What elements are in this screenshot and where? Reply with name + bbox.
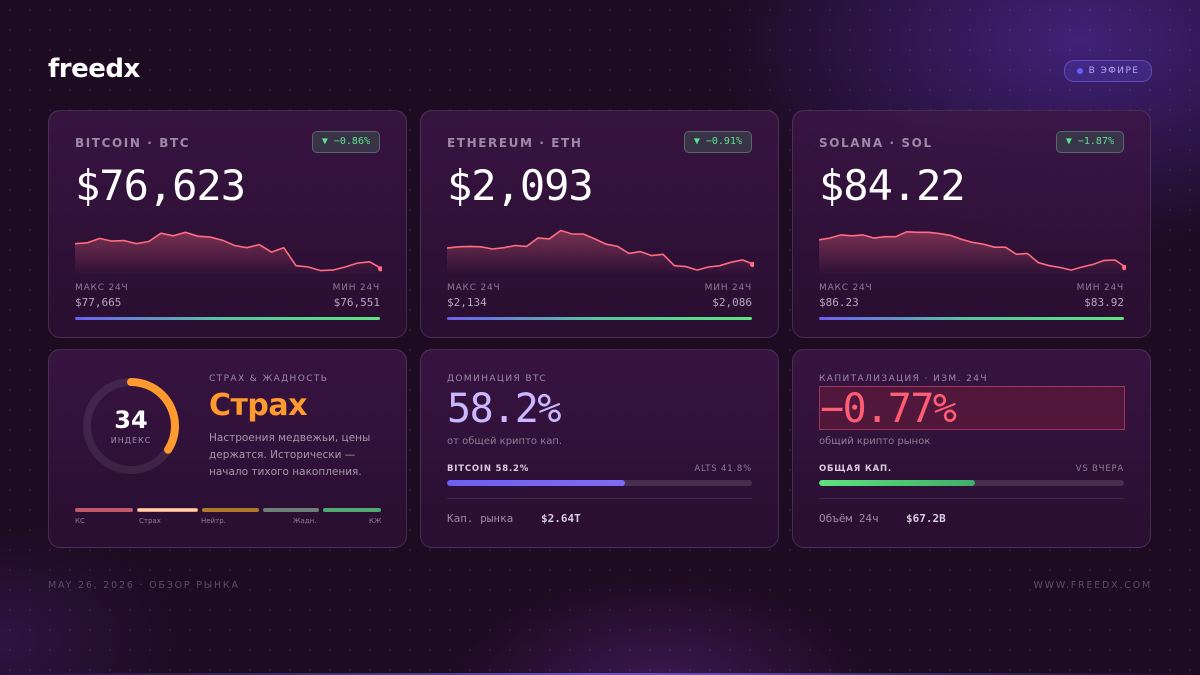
scale-label: КС — [75, 517, 85, 525]
coin-price: $84.22 — [819, 161, 966, 210]
coin-price: $2,093 — [447, 161, 594, 210]
market-cap-value: $2.64T — [541, 512, 581, 525]
fear-greed-description: Настроения медвежьи, цены держатся. Исто… — [209, 432, 371, 478]
capitalization-bar-fill — [819, 480, 975, 486]
bitcoin-share-label: BITCOIN 58.2% — [447, 464, 530, 474]
sparkline-area — [447, 230, 754, 275]
dominance-title: ДОМИНАЦИЯ BTC — [447, 374, 547, 384]
change-badge: ▼ −0.86% — [311, 131, 380, 153]
total-cap-label: ОБЩАЯ КАП. — [819, 464, 892, 474]
change-badge: ▼ −0.91% — [683, 131, 752, 153]
dominance-value: 58.2% — [447, 386, 561, 432]
dominance-subtitle: от общей крипто кап. — [447, 436, 563, 447]
footer-date: MAY 26, 2026 · ОБЗОР РЫНКА — [48, 580, 240, 591]
scale-segment-fear — [137, 508, 198, 512]
live-dot-icon — [1076, 68, 1083, 74]
live-indicator: В ЭФИРЕ — [1064, 60, 1152, 82]
fear-greed-title: СТРАХ & ЖАДНОСТЬ — [209, 374, 329, 384]
range-bar — [819, 317, 1124, 320]
sparkline-end-dot — [1121, 264, 1126, 271]
footer-website[interactable]: WWW.FREEDX.COM — [1033, 580, 1152, 591]
scale-label: Нейтр. — [201, 517, 226, 525]
low-24h-label: МИН 24Ч — [332, 283, 380, 293]
fear-greed-value: 34 — [114, 406, 148, 434]
high-24h-label: МАКС 24Ч — [447, 283, 501, 293]
low-24h-label: МИН 24Ч — [704, 283, 752, 293]
low-24h-value: $2,086 — [712, 296, 752, 309]
divider — [819, 498, 1124, 499]
dominance-bar-fill — [447, 480, 625, 486]
capitalization-bar — [819, 480, 1124, 486]
low-24h-value: $76,551 — [333, 296, 380, 309]
alts-share-label: ALTS 41.8% — [694, 464, 752, 474]
divider — [447, 498, 752, 499]
scale-label: КЖ — [369, 517, 382, 525]
bottom-accent-line — [0, 673, 1200, 675]
sparkline-line — [75, 231, 382, 272]
sparkline-line — [819, 230, 1126, 271]
coin-name: ETHEREUM · ETH — [447, 136, 583, 150]
scale-label: Страх — [139, 517, 161, 525]
brand-logo[interactable]: freedx — [48, 54, 140, 84]
sparkline-chart — [75, 231, 382, 275]
fear-greed-gauge — [83, 378, 179, 474]
scale-segment-extreme-fear — [75, 508, 133, 512]
high-24h-value: $86.23 — [819, 296, 859, 309]
high-24h-label: МАКС 24Ч — [75, 283, 129, 293]
market-cap-label: Кап. рынка — [447, 512, 514, 525]
scale-segment-neutral — [202, 508, 259, 512]
high-24h-value: $77,665 — [75, 296, 122, 309]
scale-segment-greed — [263, 508, 319, 512]
volume-24h-value: $67.2B — [906, 512, 946, 525]
coin-card-eth[interactable]: ETHEREUM · ETH ▼ −0.91% $2,093 МАКС 24Ч … — [420, 110, 779, 338]
dominance-bar — [447, 480, 752, 486]
high-24h-label: МАКС 24Ч — [819, 283, 873, 293]
range-bar — [75, 317, 380, 320]
capitalization-change-value: −0.77% — [820, 386, 957, 432]
coin-card-btc[interactable]: BITCOIN · BTC ▼ −0.86% $76,623 МАКС 24Ч … — [48, 110, 407, 338]
coin-card-sol[interactable]: SOLANA · SOL ▼ −1.87% $84.22 МАКС 24Ч МИ… — [792, 110, 1151, 338]
coin-name: SOLANA · SOL — [819, 136, 933, 150]
vs-yesterday-label: VS ВЧЕРА — [1075, 464, 1124, 474]
low-24h-value: $83.92 — [1084, 296, 1124, 309]
fear-greed-card[interactable]: 34 ИНДЕКС СТРАХ & ЖАДНОСТЬ Страх Настрое… — [48, 349, 407, 548]
volume-24h-label: Объём 24ч — [819, 512, 879, 525]
capitalization-card[interactable]: КАПИТАЛИЗАЦИЯ · ИЗМ. 24Ч −0.77% общий кр… — [792, 349, 1151, 548]
coin-price: $76,623 — [75, 161, 246, 210]
sparkline-end-dot — [749, 261, 754, 267]
capitalization-subtitle: общий крипто рынок — [819, 436, 931, 447]
btc-dominance-card[interactable]: ДОМИНАЦИЯ BTC 58.2% от общей крипто кап.… — [420, 349, 779, 548]
gauge-arc — [83, 378, 179, 474]
sparkline-chart — [819, 230, 1126, 275]
fear-greed-status: Страх — [209, 388, 307, 423]
index-label: ИНДЕКС — [110, 436, 152, 445]
capitalization-change-box: −0.77% — [819, 386, 1125, 432]
high-24h-value: $2,134 — [447, 296, 487, 309]
scale-segment-extreme-greed — [323, 508, 381, 512]
sparkline-line — [447, 229, 754, 271]
sparkline-end-dot — [377, 266, 382, 272]
change-badge: ▼ −1.87% — [1055, 131, 1124, 153]
live-label: В ЭФИРЕ — [1088, 66, 1140, 76]
coin-name: BITCOIN · BTC — [75, 136, 191, 150]
low-24h-label: МИН 24Ч — [1076, 283, 1124, 293]
scale-label: Жадн. — [293, 517, 317, 525]
range-bar — [447, 317, 752, 320]
sparkline-area — [75, 232, 382, 275]
capitalization-title: КАПИТАЛИЗАЦИЯ · ИЗМ. 24Ч — [819, 374, 988, 384]
sparkline-chart — [447, 229, 754, 275]
sparkline-area — [819, 231, 1126, 275]
